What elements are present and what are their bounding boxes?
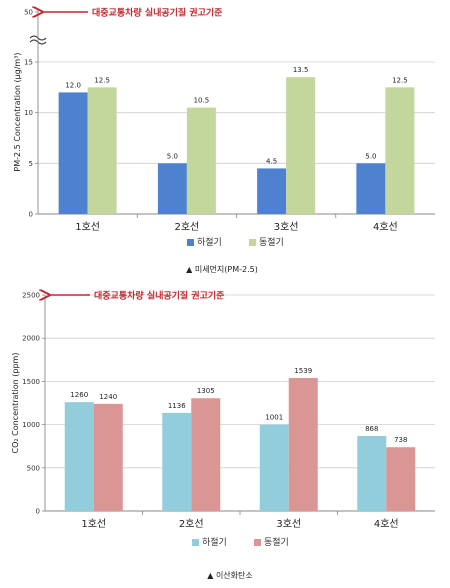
data-label: 868 bbox=[365, 425, 378, 433]
data-label: 1001 bbox=[265, 414, 283, 422]
legend-swatch bbox=[192, 539, 199, 546]
y-tick-label: 500 bbox=[27, 464, 40, 472]
legend-swatch bbox=[187, 239, 194, 246]
bar bbox=[58, 92, 88, 214]
standard-label: 대중교통차량 실내공기질 권고기준 bbox=[92, 7, 222, 19]
data-label: 1240 bbox=[99, 393, 117, 401]
data-label: 738 bbox=[394, 436, 407, 444]
data-label: 1539 bbox=[294, 367, 312, 375]
legend-label: 동절기 bbox=[264, 536, 289, 548]
category-label: 3호선 bbox=[274, 221, 299, 233]
data-label: 5.0 bbox=[365, 152, 376, 160]
bar bbox=[357, 436, 387, 511]
category-label: 2호선 bbox=[174, 221, 199, 233]
legend-swatch bbox=[254, 539, 261, 546]
bar bbox=[288, 378, 318, 511]
category-label: 4호선 bbox=[374, 518, 399, 530]
data-label: 1136 bbox=[168, 402, 186, 410]
bar bbox=[157, 163, 187, 214]
bar bbox=[191, 398, 221, 511]
data-label: 13.5 bbox=[293, 66, 309, 74]
pm25-chart: 0 5 10 15 50 대중교통차량 실내공기질 권고기준 12.0 12.5 1호선 5.0 1… bbox=[13, 7, 435, 274]
chart-caption: ▲ 미세먼지(PM-2.5) bbox=[186, 264, 258, 274]
category-label: 1호선 bbox=[81, 518, 106, 530]
bar bbox=[162, 412, 192, 511]
y-tick-label: 2000 bbox=[22, 335, 40, 343]
data-label: 5.0 bbox=[167, 152, 178, 160]
category-label: 4호선 bbox=[373, 221, 398, 233]
category-label: 2호선 bbox=[179, 518, 204, 530]
y-tick-label: 50 bbox=[24, 9, 33, 17]
data-label: 12.0 bbox=[65, 81, 81, 89]
data-label: 1260 bbox=[70, 391, 88, 399]
bar bbox=[286, 77, 316, 214]
bar bbox=[259, 424, 289, 511]
category-label: 1호선 bbox=[75, 221, 100, 233]
data-label: 12.5 bbox=[94, 76, 110, 84]
y-tick-label: 5 bbox=[29, 160, 33, 168]
data-label: 12.5 bbox=[392, 76, 408, 84]
y-tick-label: 15 bbox=[24, 59, 33, 67]
legend-label: 하절기 bbox=[197, 236, 222, 248]
data-label: 10.5 bbox=[194, 97, 210, 105]
chart-caption: ▲ 이산화탄소 bbox=[207, 570, 253, 580]
y-tick-label: 0 bbox=[29, 211, 33, 219]
bar bbox=[385, 87, 415, 214]
y-tick-label: 1500 bbox=[22, 378, 40, 386]
data-label: 1305 bbox=[197, 387, 215, 395]
y-tick-label: 0 bbox=[36, 508, 40, 516]
bar bbox=[356, 163, 386, 214]
bar bbox=[257, 168, 287, 214]
y-tick-label: 1000 bbox=[22, 421, 40, 429]
category-label: 3호선 bbox=[276, 518, 301, 530]
legend-swatch bbox=[249, 239, 256, 246]
legend-label: 하절기 bbox=[202, 536, 227, 548]
bar bbox=[93, 403, 123, 511]
y-axis-title: CO₂ Concentration (ppm) bbox=[11, 353, 20, 454]
bar bbox=[87, 87, 117, 214]
bar bbox=[386, 447, 416, 511]
co2-chart: 0 500 1000 1500 2000 2500 대중교통차량 실내공기질 권고기준 126… bbox=[11, 290, 435, 580]
y-tick-label: 10 bbox=[24, 109, 33, 117]
data-label: 4.5 bbox=[266, 157, 277, 165]
bar bbox=[186, 107, 216, 214]
legend-label: 동절기 bbox=[259, 236, 284, 248]
y-axis-title: PM-2.5 Concentration (μg/m³) bbox=[13, 52, 22, 171]
bar bbox=[64, 402, 94, 511]
standard-label: 대중교통차량 실내공기질 권고기준 bbox=[94, 290, 224, 302]
y-tick-label: 2500 bbox=[22, 292, 40, 300]
